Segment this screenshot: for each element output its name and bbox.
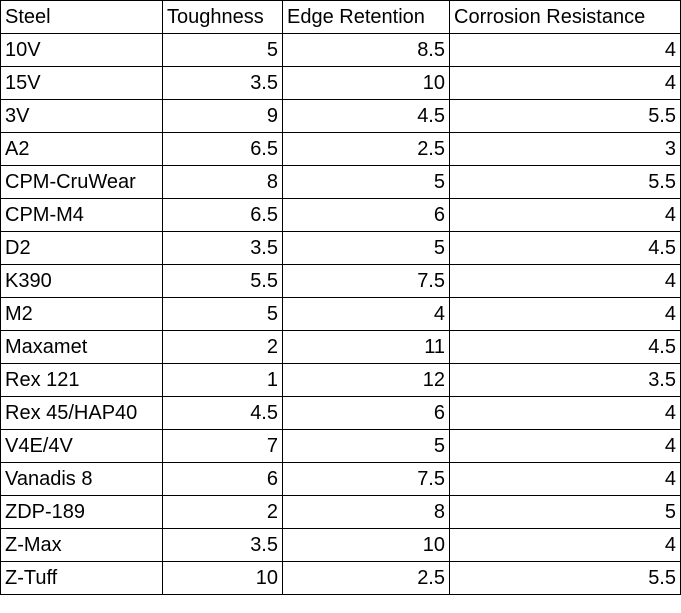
value-cell: 6 <box>162 462 283 496</box>
table-row: 10V 5 8.5 4 <box>0 33 681 67</box>
table-body: 10V 5 8.5 4 15V 3.5 10 4 3V 9 4.5 5.5 A2 6.5 2.5 3 CPM-C… <box>0 33 681 595</box>
steel-name-cell: Z-Tuff <box>0 561 163 595</box>
value-cell: 3.5 <box>162 528 283 562</box>
value-cell: 2.5 <box>282 561 450 595</box>
value-cell: 6 <box>282 198 450 232</box>
header-row: Steel Toughness Edge Retention Corrosion Re… <box>0 0 681 34</box>
value-cell: 2 <box>162 330 283 364</box>
value-cell: 5.5 <box>449 165 681 199</box>
table-row: CPM-CruWear 8 5 5.5 <box>0 165 681 199</box>
steel-name-cell: M2 <box>0 297 163 331</box>
value-cell: 5 <box>162 33 283 67</box>
value-cell: 4 <box>449 33 681 67</box>
table-row: CPM-M4 6.5 6 4 <box>0 198 681 232</box>
header-cell: Corrosion Resistance <box>449 0 681 34</box>
steel-name-cell: Z-Max <box>0 528 163 562</box>
table-row: Z-Max 3.5 10 4 <box>0 528 681 562</box>
value-cell: 12 <box>282 363 450 397</box>
value-cell: 5 <box>449 495 681 529</box>
value-cell: 4.5 <box>449 231 681 265</box>
steel-name-cell: CPM-M4 <box>0 198 163 232</box>
steel-name-cell: Maxamet <box>0 330 163 364</box>
value-cell: 3.5 <box>449 363 681 397</box>
value-cell: 4 <box>449 66 681 100</box>
table-row: Z-Tuff 10 2.5 5.5 <box>0 561 681 595</box>
value-cell: 4 <box>449 396 681 430</box>
steel-table: Steel Toughness Edge Retention Corrosion Re… <box>0 0 681 595</box>
value-cell: 3.5 <box>162 231 283 265</box>
value-cell: 8.5 <box>282 33 450 67</box>
value-cell: 6.5 <box>162 198 283 232</box>
table-row: 3V 9 4.5 5.5 <box>0 99 681 133</box>
table-row: ZDP-189 2 8 5 <box>0 495 681 529</box>
table-row: 15V 3.5 10 4 <box>0 66 681 100</box>
value-cell: 4 <box>449 297 681 331</box>
value-cell: 5.5 <box>449 99 681 133</box>
value-cell: 6 <box>282 396 450 430</box>
value-cell: 3.5 <box>162 66 283 100</box>
steel-name-cell: ZDP-189 <box>0 495 163 529</box>
steel-name-cell: K390 <box>0 264 163 298</box>
steel-name-cell: V4E/4V <box>0 429 163 463</box>
value-cell: 5 <box>282 231 450 265</box>
steel-name-cell: Vanadis 8 <box>0 462 163 496</box>
steel-name-cell: Rex 121 <box>0 363 163 397</box>
value-cell: 5.5 <box>162 264 283 298</box>
value-cell: 1 <box>162 363 283 397</box>
table-head: Steel Toughness Edge Retention Corrosion Re… <box>0 0 681 34</box>
value-cell: 10 <box>162 561 283 595</box>
steel-name-cell: Rex 45/HAP40 <box>0 396 163 430</box>
value-cell: 10 <box>282 528 450 562</box>
value-cell: 5 <box>282 429 450 463</box>
table-row: V4E/4V 7 5 4 <box>0 429 681 463</box>
header-cell: Toughness <box>162 0 283 34</box>
value-cell: 5.5 <box>449 561 681 595</box>
table-row: M2 5 4 4 <box>0 297 681 331</box>
steel-name-cell: CPM-CruWear <box>0 165 163 199</box>
steel-name-cell: 10V <box>0 33 163 67</box>
value-cell: 4 <box>449 462 681 496</box>
value-cell: 10 <box>282 66 450 100</box>
value-cell: 4.5 <box>162 396 283 430</box>
value-cell: 2 <box>162 495 283 529</box>
steel-name-cell: 3V <box>0 99 163 133</box>
value-cell: 5 <box>162 297 283 331</box>
value-cell: 4 <box>449 528 681 562</box>
value-cell: 5 <box>282 165 450 199</box>
steel-name-cell: 15V <box>0 66 163 100</box>
table-row: Vanadis 8 6 7.5 4 <box>0 462 681 496</box>
value-cell: 8 <box>282 495 450 529</box>
header-cell: Steel <box>0 0 163 34</box>
steel-name-cell: A2 <box>0 132 163 166</box>
table-row: Rex 45/HAP40 4.5 6 4 <box>0 396 681 430</box>
table-row: K390 5.5 7.5 4 <box>0 264 681 298</box>
value-cell: 3 <box>449 132 681 166</box>
table-row: A2 6.5 2.5 3 <box>0 132 681 166</box>
value-cell: 4.5 <box>449 330 681 364</box>
value-cell: 8 <box>162 165 283 199</box>
table-row: Maxamet 2 11 4.5 <box>0 330 681 364</box>
value-cell: 11 <box>282 330 450 364</box>
steel-name-cell: D2 <box>0 231 163 265</box>
value-cell: 7.5 <box>282 462 450 496</box>
table-row: Rex 121 1 12 3.5 <box>0 363 681 397</box>
value-cell: 4.5 <box>282 99 450 133</box>
header-cell: Edge Retention <box>282 0 450 34</box>
value-cell: 4 <box>449 198 681 232</box>
value-cell: 6.5 <box>162 132 283 166</box>
value-cell: 7 <box>162 429 283 463</box>
value-cell: 9 <box>162 99 283 133</box>
value-cell: 4 <box>449 264 681 298</box>
value-cell: 4 <box>449 429 681 463</box>
value-cell: 7.5 <box>282 264 450 298</box>
value-cell: 4 <box>282 297 450 331</box>
table-row: D2 3.5 5 4.5 <box>0 231 681 265</box>
value-cell: 2.5 <box>282 132 450 166</box>
